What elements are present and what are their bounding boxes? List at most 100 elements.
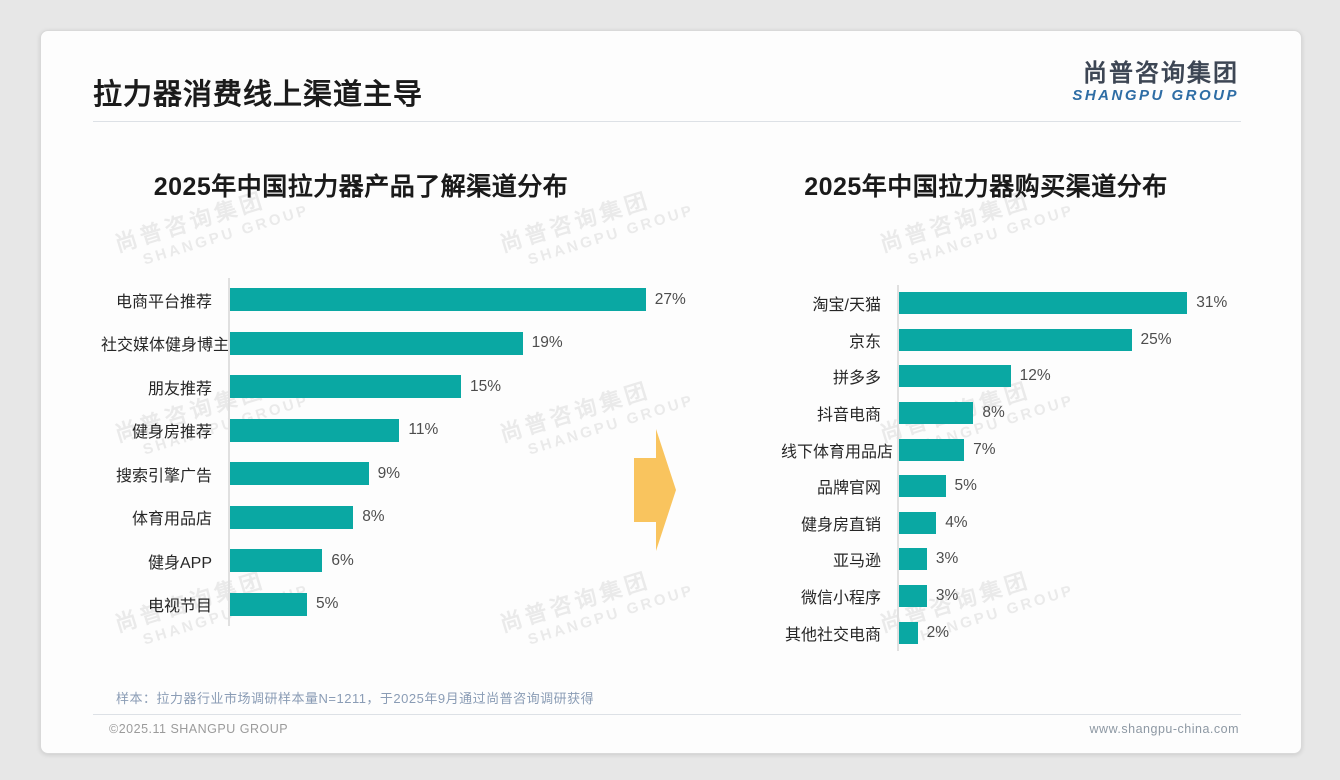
- bar-track: 27%: [228, 278, 701, 322]
- category-label: 电视节目: [147, 598, 212, 616]
- bar-track: 2%: [897, 614, 1281, 651]
- bar: [230, 462, 369, 486]
- page-title: 拉力器消费线上渠道主导: [93, 79, 424, 111]
- bar-track: 4%: [897, 504, 1281, 542]
- left-chart-title: 2025年中国拉力器产品了解渠道分布: [153, 173, 569, 201]
- bar-row: 电视节目 5%: [101, 582, 701, 626]
- bar: [899, 292, 1188, 315]
- bar-row: 健身房推荐 11%: [101, 408, 701, 452]
- bar-track: 5%: [897, 467, 1281, 505]
- bar-row: 健身APP 6%: [101, 539, 701, 583]
- value-label: 15%: [470, 377, 502, 395]
- bar-row: 品牌官网 5%: [781, 467, 1281, 505]
- bar-track: 8%: [228, 495, 701, 539]
- bar: [230, 505, 354, 529]
- bar-track: 7%: [897, 431, 1281, 468]
- category-label: 健身APP: [147, 554, 212, 572]
- bar-track: 6%: [228, 539, 701, 583]
- bar-row: 体育用品店 8%: [101, 495, 701, 539]
- bar-track: 15%: [228, 365, 701, 409]
- bar: [899, 328, 1132, 351]
- category-label: 其他社交电商: [784, 626, 881, 644]
- header-divider: [93, 121, 1241, 122]
- value-label: 8%: [362, 508, 385, 526]
- category-label: 社交媒体健身博主: [101, 337, 230, 355]
- sample-footnote: 样本：拉力器行业市场调研样本量N=1211，于2025年9月通过尚普咨询调研获得: [116, 691, 595, 706]
- value-label: 7%: [973, 440, 996, 458]
- value-label: 4%: [945, 513, 968, 531]
- value-label: 3%: [935, 550, 959, 568]
- footer-divider: [93, 714, 1241, 715]
- category-label: 健身房直销: [800, 516, 881, 534]
- value-label: 2%: [926, 623, 949, 641]
- bar-row: 其他社交电商 2%: [781, 614, 1281, 651]
- value-label: 25%: [1140, 330, 1172, 348]
- category-label: 搜索引擎广告: [115, 467, 212, 485]
- bar-row: 淘宝/天猫 31%: [781, 285, 1281, 322]
- category-label: 拼多多: [832, 370, 881, 388]
- value-label: 8%: [982, 404, 1005, 422]
- value-label: 27%: [654, 290, 686, 308]
- bar-track: 9%: [228, 452, 701, 496]
- bar-track: 11%: [228, 408, 701, 452]
- value-label: 3%: [935, 587, 959, 605]
- bar: [230, 375, 461, 399]
- bar-track: 31%: [897, 285, 1281, 322]
- bar-row: 亚马逊 3%: [781, 541, 1281, 578]
- slide-card: 尚普咨询集团 SHANGPU GROUP 尚普咨询集团 SHANGPU GROUP 尚普…: [40, 30, 1302, 754]
- bar-row: 拼多多 12%: [781, 358, 1281, 395]
- bar: [230, 549, 323, 573]
- bar-row: 线下体育用品店 7%: [781, 431, 1281, 468]
- right-chart-title: 2025年中国拉力器购买渠道分布: [804, 173, 1168, 201]
- arrow-right-icon: [634, 429, 676, 551]
- bar-track: 12%: [897, 358, 1281, 395]
- bar: [230, 418, 400, 442]
- bar: [899, 548, 927, 571]
- bar-row: 朋友推荐 15%: [101, 365, 701, 409]
- category-label: 抖音电商: [816, 407, 881, 425]
- awareness-channel-chart: 电商平台推荐 27% 社交媒体健身博主 19% 朋友推荐 15% 健身房推荐 11% 搜索引擎广…: [101, 278, 701, 626]
- value-label: 19%: [531, 334, 563, 352]
- category-label: 线下体育用品店: [781, 443, 894, 461]
- bar-track: 19%: [228, 321, 701, 365]
- bar: [899, 438, 965, 461]
- bar: [230, 331, 523, 355]
- category-label: 品牌官网: [816, 480, 881, 498]
- bar-row: 抖音电商 8%: [781, 394, 1281, 432]
- value-label: 5%: [316, 595, 339, 613]
- bar: [899, 585, 927, 608]
- category-label: 朋友推荐: [147, 380, 212, 398]
- website-url: www.shangpu-china.com: [1089, 722, 1239, 736]
- bar-track: 25%: [897, 321, 1281, 359]
- category-label: 亚马逊: [832, 553, 881, 571]
- brand-logo-chinese: 尚普咨询集团: [1083, 60, 1239, 87]
- category-label: 体育用品店: [131, 511, 212, 529]
- bar-track: 3%: [897, 577, 1281, 615]
- bar-row: 搜索引擎广告 9%: [101, 452, 701, 496]
- bar-row: 健身房直销 4%: [781, 504, 1281, 542]
- purchase-channel-chart: 淘宝/天猫 31% 京东 25% 拼多多 12% 抖音电商 8% 线下体育用品店 7% 品牌官网 5%…: [781, 285, 1281, 651]
- bar: [899, 475, 946, 498]
- category-label: 微信小程序: [800, 590, 881, 608]
- bar: [230, 288, 646, 312]
- value-label: 12%: [1019, 367, 1051, 385]
- brand-logo-english: SHANGPU GROUP: [1072, 87, 1239, 105]
- bar: [899, 511, 937, 534]
- bar: [899, 365, 1011, 388]
- bar: [230, 592, 307, 616]
- value-label: 5%: [954, 477, 977, 495]
- value-label: 31%: [1196, 294, 1228, 312]
- category-label: 淘宝/天猫: [812, 297, 881, 315]
- bar: [899, 402, 974, 425]
- value-label: 11%: [408, 421, 439, 439]
- bar-track: 3%: [897, 541, 1281, 578]
- bar: [899, 621, 918, 644]
- bar-row: 京东 25%: [781, 321, 1281, 359]
- category-label: 电商平台推荐: [115, 293, 212, 311]
- bar-row: 电商平台推荐 27%: [101, 278, 701, 322]
- bar-track: 8%: [897, 394, 1281, 432]
- copyright-text: ©2025.11 SHANGPU GROUP: [109, 722, 289, 736]
- brand-logo: 尚普咨询集团 SHANGPU GROUP: [1072, 60, 1239, 105]
- bar-track: 5%: [228, 582, 701, 626]
